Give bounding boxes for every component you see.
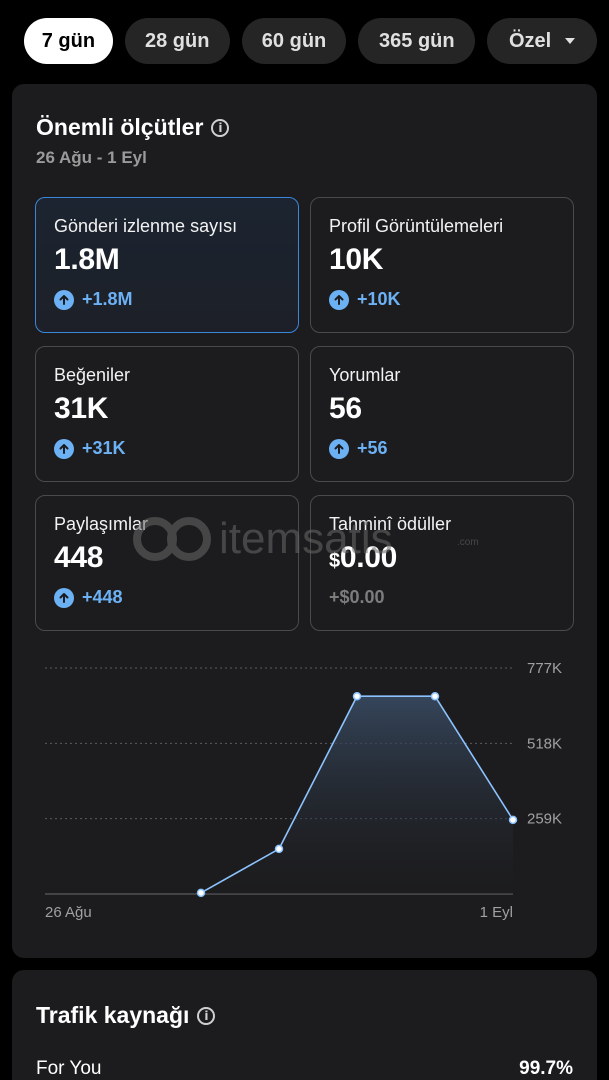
metric-change: +448 (54, 587, 280, 608)
metric-value: $0.00 (329, 541, 555, 575)
metric-tile-likes[interactable]: Beğeniler 31K +31K (35, 346, 299, 482)
metric-label: Beğeniler (54, 365, 131, 385)
x-tick-label: 1 Eyl (480, 904, 513, 921)
traffic-source-row: For You 99.7% (36, 1058, 573, 1080)
tab-label: 7 gün (41, 29, 96, 52)
traffic-source-value: 99.7% (519, 1058, 573, 1079)
info-icon[interactable]: i (211, 118, 230, 137)
tab-label: 28 gün (145, 29, 210, 52)
info-icon[interactable]: i (197, 1006, 216, 1025)
series-area (201, 696, 513, 894)
y-tick-label: 259K (527, 811, 562, 828)
tab-7-days[interactable]: 7 gün (24, 18, 113, 64)
arrow-up-icon (54, 289, 74, 310)
metric-change-value: +448 (82, 587, 123, 607)
metric-change-value: +31K (82, 438, 126, 458)
data-point (430, 691, 440, 701)
metric-change-value: +10K (357, 289, 401, 309)
x-tick-label: 26 Ağu (45, 904, 92, 921)
metrics-grid: Gönderi izlenme sayısı 1.8M +1.8M Profil… (35, 197, 574, 631)
tab-365-days[interactable]: 365 gün (358, 18, 476, 64)
data-point (196, 888, 206, 898)
metric-tile-shares[interactable]: Paylaşımlar 448 +448 (35, 495, 299, 631)
tab-custom-range[interactable]: Özel (487, 18, 597, 64)
metric-change: +10K (329, 289, 555, 310)
metric-value: 56 (329, 392, 362, 425)
metric-change-value: +1.8M (82, 289, 133, 309)
metric-value: 1.8M (54, 243, 120, 276)
tab-label: Özel (508, 29, 552, 52)
key-metrics-title: Önemli ölçütler (36, 114, 204, 140)
arrow-up-icon (54, 438, 74, 459)
key-metrics-header: Önemli ölçütler i (36, 114, 230, 141)
data-point (352, 691, 362, 701)
data-point (508, 815, 518, 825)
date-range-label: 26 Ağu - 1 Eyl (36, 148, 147, 167)
chevron-down-icon (565, 38, 576, 44)
metric-tile-profile-views[interactable]: Profil Görüntülemeleri 10K +10K (310, 197, 574, 333)
metric-value: 448 (54, 541, 104, 574)
metric-change: +$0.00 (329, 587, 555, 608)
metric-change: +31K (54, 438, 280, 459)
metric-value: 31K (54, 392, 109, 425)
tab-label: 365 gün (379, 29, 455, 52)
traffic-source-title: Trafik kaynağı (36, 1002, 190, 1028)
arrow-up-icon (54, 587, 74, 608)
y-tick-label: 777K (527, 660, 562, 677)
metric-change-value: +56 (357, 438, 388, 458)
metric-value-amount: 0.00 (339, 541, 398, 574)
metric-change: +56 (329, 438, 555, 459)
traffic-source-label: For You (36, 1058, 102, 1079)
tab-28-days[interactable]: 28 gün (124, 18, 230, 64)
date-range-tabs: 7 gün 28 gün 60 gün 365 gün Özel (24, 18, 597, 66)
traffic-source-card: Trafik kaynağı i For You 99.7% (12, 970, 597, 1080)
metric-tile-estimated-rewards[interactable]: Tahminî ödüller $0.00 +$0.00 (310, 495, 574, 631)
data-point (274, 844, 284, 854)
metric-label: Tahminî ödüller (329, 514, 452, 534)
currency-symbol: $ (329, 550, 340, 572)
traffic-source-header: Trafik kaynağı i (36, 1002, 216, 1029)
metric-label: Yorumlar (329, 365, 401, 385)
key-metrics-card: Önemli ölçütler i 26 Ağu - 1 Eyl Gönderi… (12, 84, 597, 958)
metric-label: Gönderi izlenme sayısı (54, 216, 238, 236)
arrow-up-icon (329, 438, 349, 459)
y-tick-label: 518K (527, 735, 562, 752)
metric-change: +1.8M (54, 289, 280, 310)
tab-label: 60 gün (261, 29, 327, 52)
metric-value: 10K (329, 243, 384, 276)
post-views-chart: 777K 518K 259K 26 Ağu 1 Eyl (45, 660, 562, 921)
metric-tile-comments[interactable]: Yorumlar 56 +56 (310, 346, 574, 482)
tab-60-days[interactable]: 60 gün (241, 18, 347, 64)
metric-label: Paylaşımlar (54, 514, 149, 534)
metric-label: Profil Görüntülemeleri (329, 216, 504, 236)
metric-change-value: +$0.00 (329, 587, 385, 607)
metric-tile-post-views[interactable]: Gönderi izlenme sayısı 1.8M +1.8M (35, 197, 299, 333)
arrow-up-icon (329, 289, 349, 310)
